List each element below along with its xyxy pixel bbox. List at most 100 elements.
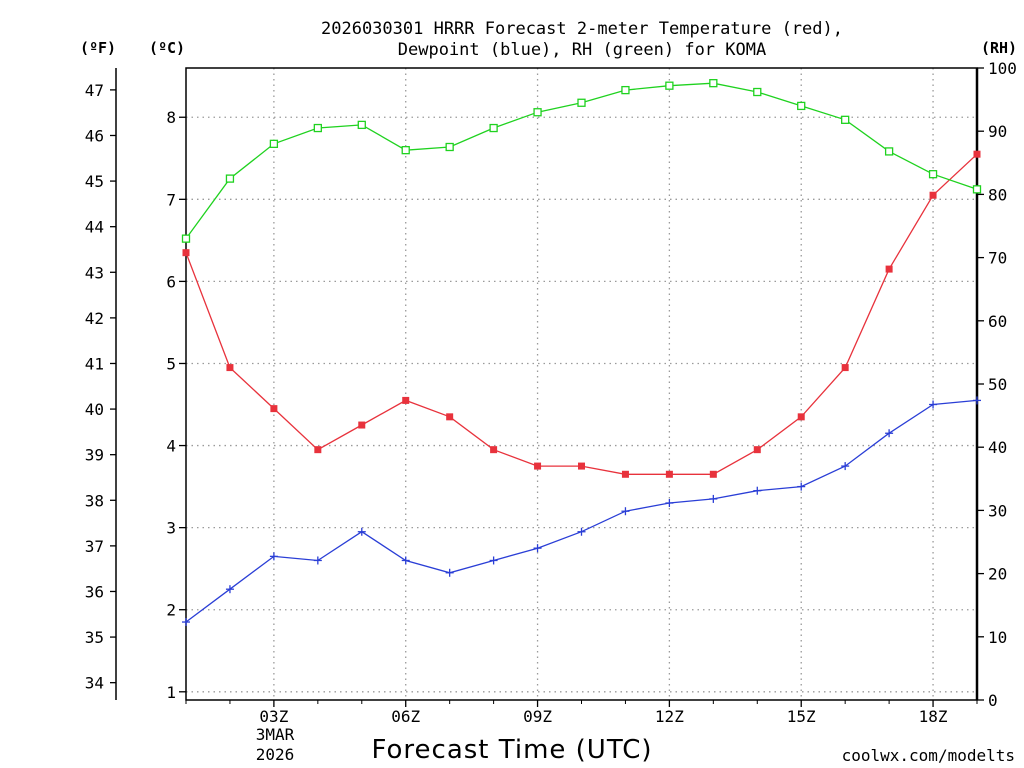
fahrenheit-tick-label: 35	[85, 628, 104, 647]
fahrenheit-tick-label: 44	[85, 218, 104, 237]
celsius-tick-label: 3	[166, 519, 176, 538]
rh-tick-label: 40	[988, 438, 1007, 457]
dewpoint-point	[182, 618, 190, 627]
grid-lines	[186, 68, 977, 700]
dewpoint-point	[885, 429, 894, 438]
relative-humidity-point	[928, 170, 938, 179]
rh-tick-label: 10	[988, 628, 1007, 647]
relative-humidity-point	[401, 146, 410, 155]
temperature-point	[182, 249, 190, 257]
dewpoint-point	[225, 585, 234, 594]
relative-humidity-point	[665, 81, 674, 90]
fahrenheit-tick-label: 40	[85, 400, 104, 419]
temperature-point	[534, 462, 542, 470]
dewpoint-point	[401, 556, 410, 565]
rh-tick-label: 30	[988, 501, 1007, 520]
chart-title: 2026030301 HRRR Forecast 2-meter Tempera…	[321, 19, 843, 39]
celsius-tick-label: 2	[166, 601, 176, 620]
x-tick-label: 18Z	[919, 707, 948, 726]
fahrenheit-tick-label: 36	[85, 582, 104, 601]
fahrenheit-tick-label: 45	[85, 172, 104, 191]
temperature-point	[753, 446, 761, 454]
rh-tick-label: 20	[988, 565, 1007, 584]
fahrenheit-tick-label: 46	[85, 126, 104, 145]
dewpoint-point	[445, 568, 454, 577]
dewpoint-point	[709, 494, 718, 503]
dewpoint-point	[357, 527, 366, 536]
rh-tick-label: 90	[988, 122, 1007, 141]
temperature-line	[185, 153, 978, 475]
relative-humidity-point	[709, 79, 718, 88]
temperature-point	[358, 421, 366, 429]
fahrenheit-unit-label: (ºF)	[80, 39, 116, 57]
relative-humidity-point	[181, 234, 191, 243]
celsius-unit-label: (ºC)	[149, 39, 185, 57]
temperature-point	[973, 150, 981, 158]
fahrenheit-tick-label: 38	[85, 491, 104, 510]
credit-link[interactable]: coolwx.com/modelts	[842, 746, 1015, 765]
temperature-point	[314, 446, 322, 454]
relative-humidity-point	[972, 185, 982, 194]
relative-humidity-point	[753, 87, 762, 97]
temperature-point	[490, 446, 498, 454]
rh-unit-label: (RH)	[981, 39, 1017, 57]
dewpoint-point	[533, 544, 542, 553]
relative-humidity-point	[313, 123, 322, 133]
x-tick-label: 03Z	[259, 707, 288, 726]
rh-tick-label: 50	[988, 375, 1007, 394]
temperature-point	[402, 396, 410, 404]
dewpoint-point	[577, 527, 586, 536]
dewpoint-point	[973, 396, 981, 405]
dewpoint-point	[269, 552, 278, 561]
temperature-point	[621, 470, 629, 478]
relative-humidity-point	[533, 108, 542, 117]
x-tick-label: 09Z	[523, 707, 552, 726]
rh-tick-label: 60	[988, 312, 1007, 331]
celsius-tick-label: 7	[166, 190, 176, 209]
temperature-point	[226, 364, 234, 372]
relative-humidity-point	[797, 101, 806, 111]
temperature-point	[709, 470, 717, 478]
dewpoint-point	[621, 507, 630, 516]
fahrenheit-tick-label: 39	[85, 446, 104, 465]
relative-humidity-point	[884, 147, 894, 156]
relative-humidity-point	[577, 98, 586, 107]
rh-tick-label: 80	[988, 185, 1007, 204]
fahrenheit-tick-label: 37	[85, 537, 104, 556]
date-label-year: 2026	[256, 745, 295, 764]
relative-humidity-point	[269, 139, 279, 148]
temperature-point	[270, 405, 278, 413]
rh-tick-label: 0	[988, 691, 998, 710]
celsius-tick-label: 6	[166, 272, 176, 291]
temperature-point	[446, 413, 454, 421]
relative-humidity-point	[621, 85, 630, 95]
relative-humidity-point	[225, 174, 235, 183]
rh-tick-label: 70	[988, 249, 1007, 268]
rh-tick-label: 100	[988, 59, 1017, 78]
temperature-point	[578, 462, 585, 470]
temperature-point	[929, 191, 937, 199]
fahrenheit-tick-label: 47	[85, 81, 104, 100]
dewpoint-point	[753, 486, 762, 495]
fahrenheit-tick-label: 41	[85, 354, 104, 373]
x-tick-label: 12Z	[655, 707, 684, 726]
temperature-point	[665, 470, 673, 478]
fahrenheit-tick-label: 34	[85, 674, 104, 693]
relative-humidity-point	[489, 123, 498, 133]
dewpoint-point	[929, 400, 938, 409]
series-lines	[181, 79, 982, 627]
fahrenheit-tick-label: 42	[85, 309, 104, 328]
plot-frame	[185, 67, 978, 701]
temperature-point	[885, 265, 893, 273]
relative-humidity-point	[841, 115, 850, 124]
relative-humidity-point	[357, 120, 366, 130]
dewpoint-point	[489, 556, 498, 565]
axes	[110, 67, 984, 707]
chart-subtitle: Dewpoint (blue), RH (green) for KOMA	[398, 40, 766, 60]
temperature-point	[797, 413, 805, 421]
dewpoint-point	[313, 556, 322, 565]
temperature-point	[841, 364, 849, 372]
celsius-tick-label: 4	[166, 437, 176, 456]
dewpoint-point	[665, 499, 674, 508]
